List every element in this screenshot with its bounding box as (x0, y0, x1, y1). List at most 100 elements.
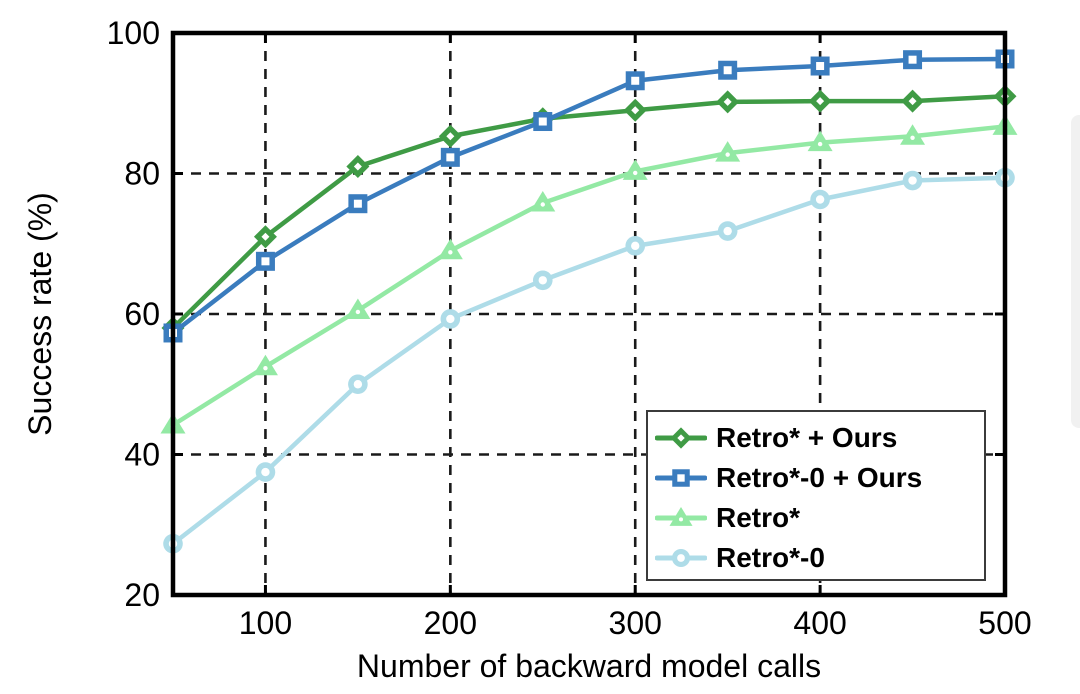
circle-marker (671, 548, 691, 568)
circle-hole (908, 176, 917, 185)
triangle-shape (622, 159, 648, 180)
square-hole (353, 199, 362, 208)
series-line-diamond (170, 93, 1008, 331)
diamond-hole (908, 97, 917, 106)
adjacent-panel-edge (1071, 115, 1080, 428)
triangle-shape (715, 141, 741, 162)
triangle-shape (530, 191, 556, 212)
y-tick-label: 80 (124, 156, 160, 192)
triangle-hole (355, 309, 361, 315)
x-tick-label: 300 (609, 605, 662, 641)
circle-marker (255, 462, 276, 482)
legend-label: Retro* (716, 502, 801, 533)
triangle-hole (910, 135, 915, 140)
diamond-hole (261, 232, 270, 241)
x-axis-title: Number of backward model calls (356, 648, 822, 684)
triangle-shape (437, 238, 463, 260)
circle-hole (815, 195, 825, 204)
triangle-marker (252, 354, 278, 376)
triangle-marker (807, 130, 833, 152)
legend-label: Retro*-0 + Ours (716, 462, 923, 493)
triangle-marker (437, 238, 463, 260)
triangle-hole (678, 517, 684, 522)
y-tick-label: 40 (124, 437, 160, 473)
triangle-marker (622, 159, 648, 180)
square-marker-icon (655, 469, 707, 487)
y-axis-title-text: Success rate (%) (22, 192, 58, 436)
diamond-hole (446, 132, 455, 141)
legend-item: Retro* (655, 498, 984, 538)
diamond-marker (901, 89, 925, 113)
square-hole (723, 66, 732, 75)
square-hole (538, 117, 547, 126)
diamond-marker (670, 427, 692, 449)
square-marker (348, 194, 368, 214)
triangle-shape (252, 354, 278, 376)
square-hole (816, 62, 825, 71)
triangle-hole (633, 170, 638, 176)
circle-marker (717, 221, 738, 241)
triangle-hole (263, 365, 268, 371)
series-line-circle (170, 175, 1008, 546)
legend-item: Retro*-0 (655, 538, 984, 578)
triangle-hole (725, 152, 730, 157)
triangle-marker (530, 191, 556, 212)
circle-hole (446, 314, 455, 324)
legend-item: Retro*-0 + Ours (655, 458, 984, 498)
legend-item: Retro* + Ours (655, 418, 984, 458)
circle-hole (723, 226, 732, 236)
x-tick-label: 500 (978, 605, 1031, 641)
triangle-shape (900, 124, 926, 145)
y-tick-label: 100 (107, 15, 160, 51)
square-marker (255, 251, 275, 271)
circle-marker (532, 270, 553, 291)
y-tick-label: 20 (124, 577, 160, 613)
triangle-shape (669, 506, 693, 526)
circle-hole (538, 276, 547, 285)
triangle-marker (345, 298, 371, 319)
circle-hole (631, 241, 640, 251)
square-hole (261, 257, 270, 266)
diamond-hole (677, 434, 685, 442)
circle-marker (625, 236, 646, 256)
triangle-marker-icon (655, 506, 707, 526)
square-hole (446, 153, 455, 162)
circle-marker (440, 309, 461, 329)
diamond-marker (623, 98, 647, 122)
triangle-hole (817, 141, 823, 147)
legend-label: Retro* + Ours (716, 422, 898, 453)
square-marker (533, 112, 553, 132)
circle-marker-icon (655, 548, 707, 568)
circle-hole (353, 380, 363, 389)
triangle-shape (807, 130, 833, 152)
diamond-hole (723, 97, 732, 106)
square-marker (718, 60, 738, 80)
square-marker (810, 56, 830, 76)
series-line-square (170, 56, 1008, 336)
square-marker (903, 50, 923, 70)
circle-marker (810, 189, 830, 210)
y-tick-label: 60 (124, 296, 160, 332)
triangle-shape (345, 298, 371, 319)
circle-marker (348, 374, 368, 395)
circle-hole (677, 554, 685, 562)
square-marker (625, 71, 645, 91)
square-hole (908, 55, 917, 64)
circle-marker (902, 170, 923, 191)
triangle-marker (715, 141, 741, 162)
square-hole (677, 474, 685, 482)
triangle-marker (900, 124, 926, 145)
diamond-hole (631, 106, 640, 115)
x-tick-label: 200 (424, 605, 477, 641)
diamond-marker (253, 225, 277, 249)
square-hole (631, 76, 640, 85)
diamond-marker (438, 124, 462, 148)
diamond-marker (346, 154, 370, 178)
triangle-marker (669, 506, 693, 526)
plot-border (170, 30, 1008, 598)
diamond-marker (808, 89, 832, 113)
diamond-hole (353, 162, 362, 171)
diamond-marker-icon (655, 427, 707, 449)
x-tick-label: 100 (239, 605, 292, 641)
